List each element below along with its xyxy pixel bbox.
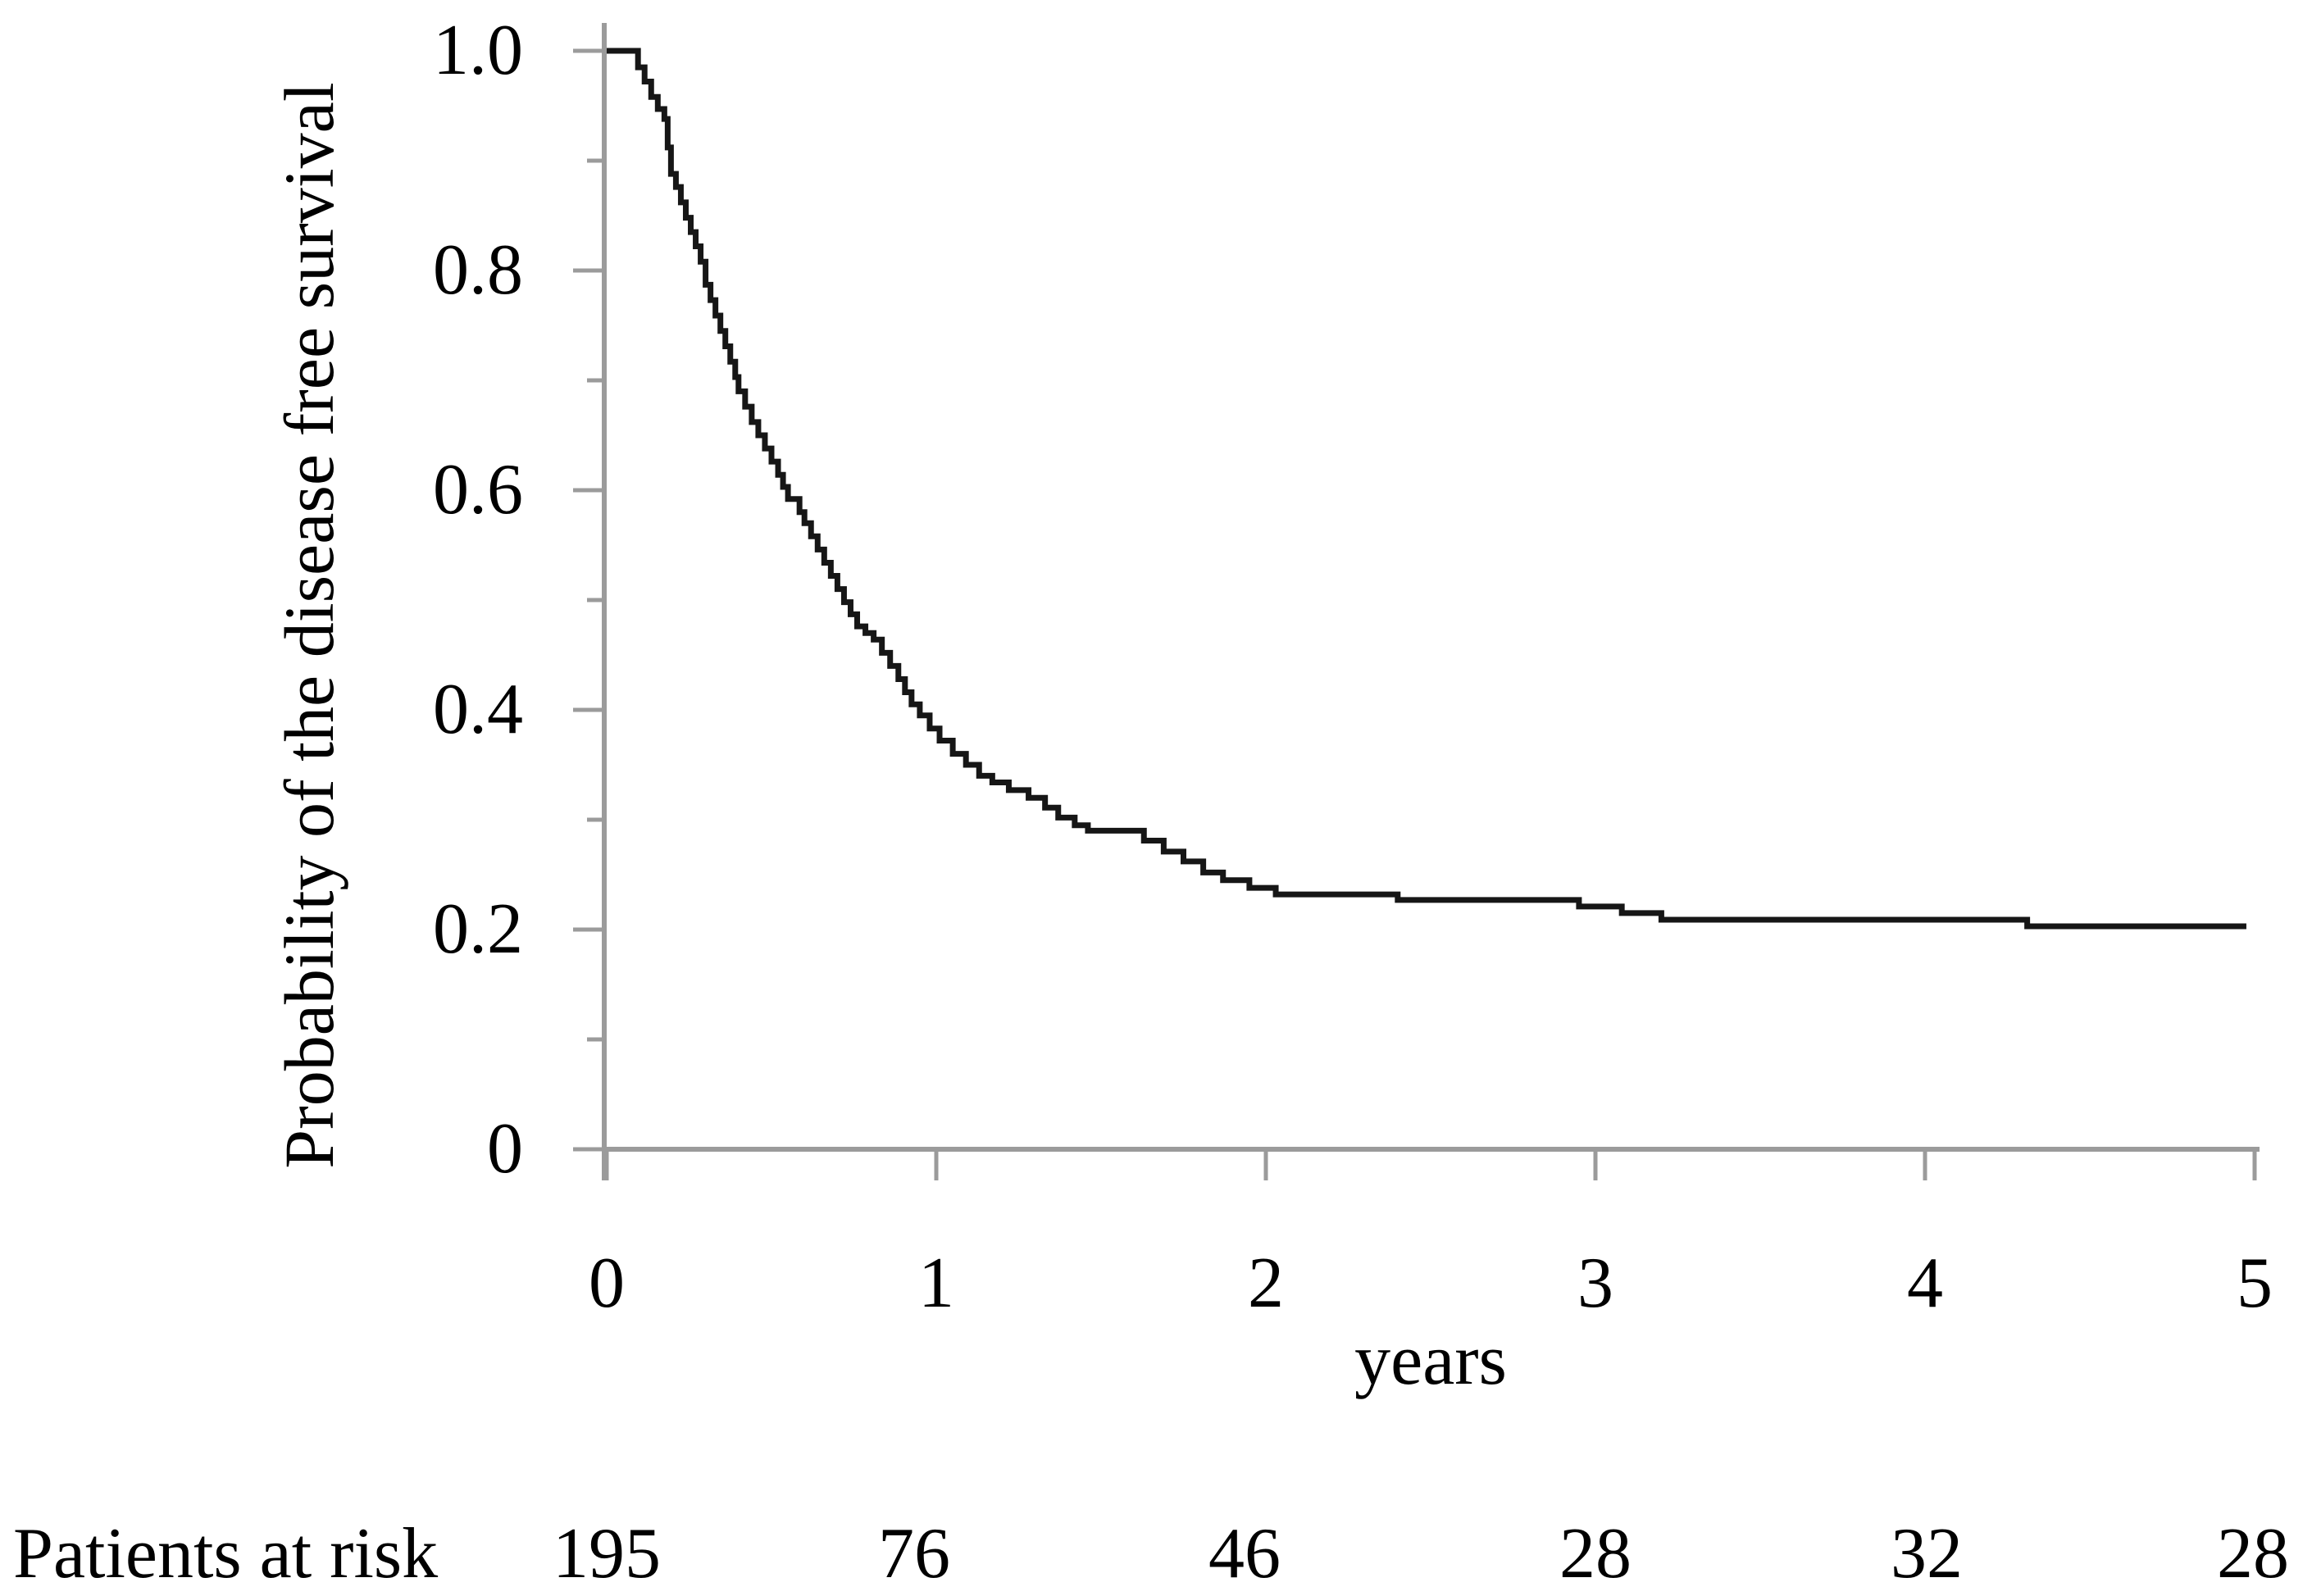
risk-count-year-3: 28 (1559, 1514, 1632, 1594)
x-axis-title: years (1354, 1321, 1507, 1400)
y-tick-label-0.4: 0.4 (433, 670, 523, 749)
x-tick-label-4: 4 (1907, 1244, 1943, 1323)
x-tick-label-2: 2 (1248, 1244, 1284, 1323)
y-tick-label-1.0: 1.0 (433, 11, 523, 90)
x-tick-label-5: 5 (2237, 1244, 2273, 1323)
x-tick-label-0: 0 (589, 1244, 625, 1323)
x-tick-label-1: 1 (918, 1244, 954, 1323)
risk-count-year-1: 76 (878, 1514, 950, 1594)
x-tick-label-3: 3 (1577, 1244, 1613, 1323)
risk-count-year-4: 32 (1891, 1514, 1963, 1594)
survival-curve (607, 48, 2246, 930)
patients-at-risk-label: Patients at risk (13, 1514, 439, 1594)
risk-count-year-0: 195 (553, 1514, 661, 1594)
risk-count-year-2: 46 (1208, 1514, 1281, 1594)
y-tick-label-0.8: 0.8 (433, 230, 523, 310)
y-tick-label-0.6: 0.6 (433, 450, 523, 530)
risk-count-year-5: 28 (2217, 1514, 2289, 1594)
y-tick-label-0.2: 0.2 (433, 889, 523, 969)
y-tick-label-0: 0 (487, 1109, 523, 1189)
